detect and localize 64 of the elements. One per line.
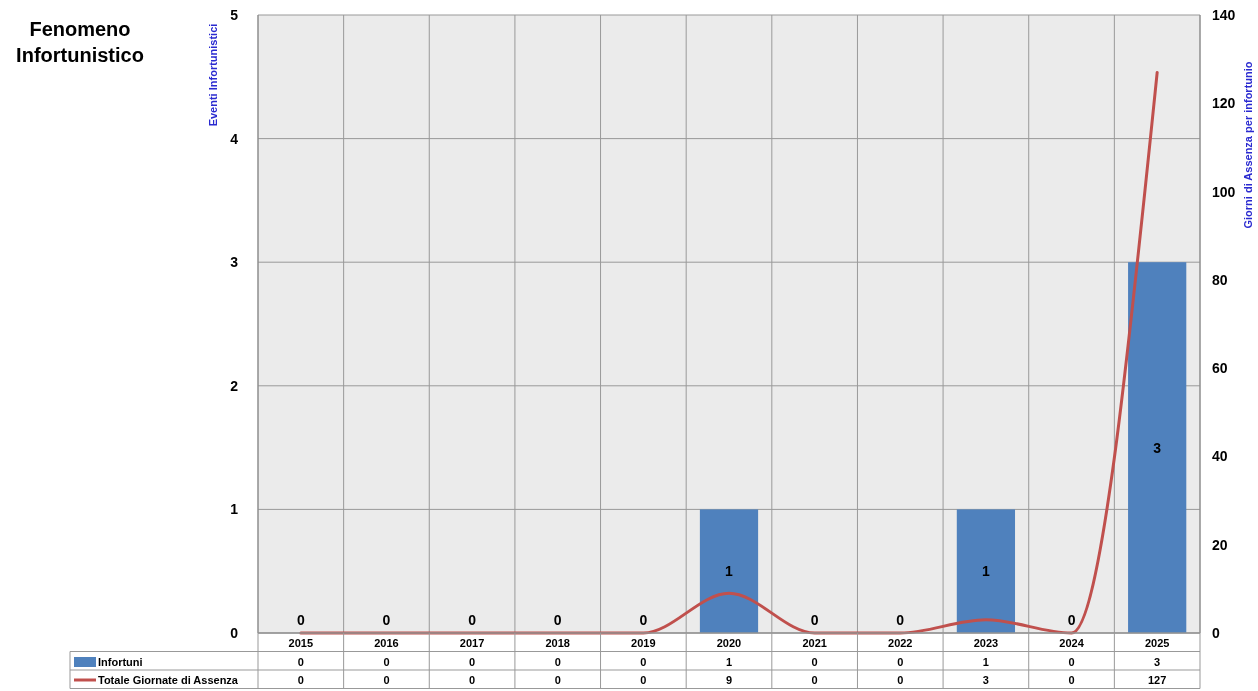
data-label: 0 [469,656,476,668]
annotation: 3 [1153,439,1162,456]
data-label: 3 [982,674,989,686]
annotation: 0 [810,612,819,628]
legend-label: Totale Giornate di Assenza [98,674,239,686]
x-tick-label: 2018 [545,637,570,649]
annotation: 0 [382,612,391,628]
y-tick-label: 4 [230,130,239,147]
data-label: 3 [1154,656,1161,668]
data-label: 1 [982,656,989,668]
y2-axis-title: Giorni di Assenza per infortunio [1242,61,1254,229]
annotation: 0 [896,612,905,628]
data-label: 0 [297,656,304,668]
data-label: 0 [383,674,390,686]
data-label: 0 [554,656,561,668]
y2-tick-label: 100 [1212,183,1236,200]
data-label: 0 [897,674,904,686]
x-tick-label: 2017 [459,637,485,649]
data-label: 0 [383,656,390,668]
y-tick-label: 1 [230,501,239,518]
y2-tick-label: 20 [1212,536,1228,553]
y-tick-label: 2 [230,377,239,394]
y2-tick-label: 40 [1212,448,1228,465]
data-label: 0 [640,656,647,668]
data-label: 0 [897,656,904,668]
annotation: 0 [296,612,305,628]
data-label: 0 [811,656,818,668]
data-label: 0 [811,674,818,686]
annotation: 0 [468,612,477,628]
annotation: 1 [725,563,734,580]
y-axis-title: Eventi Infortunistici [207,23,219,127]
y-tick-label: 5 [230,7,239,23]
x-tick-label: 2019 [631,637,656,649]
data-label: 9 [725,674,733,686]
y2-tick-label: 60 [1212,360,1228,377]
y2-tick-label: 0 [1212,625,1220,641]
y-tick-label: 3 [230,254,239,271]
legend-label: Infortuni [98,656,143,668]
x-tick-label: 2022 [888,637,913,649]
y2-tick-label: 80 [1212,271,1228,288]
data-label: 1 [725,656,733,668]
annotation: 1 [982,563,991,580]
x-tick-label: 2021 [802,637,827,649]
data-label: 0 [469,674,476,686]
annotation: 0 [1067,612,1076,628]
data-label: 0 [1068,674,1075,686]
x-tick-label: 2016 [374,637,399,649]
y2-tick-label: 120 [1212,95,1236,112]
annotation: 0 [639,612,648,628]
data-label: 0 [640,674,647,686]
x-tick-label: 2020 [716,637,742,649]
line-series [299,70,1159,635]
x-tick-label: 2024 [1059,637,1085,649]
y-tick-label: 0 [230,625,239,641]
x-tick-label: 2023 [973,637,999,649]
x-tick-label: 2025 [1144,637,1170,649]
y2-tick-label: 140 [1212,7,1236,23]
data-label: 0 [1068,656,1075,668]
annotation: 0 [553,612,562,628]
data-label: 127 [1148,674,1167,686]
data-label: 0 [554,674,561,686]
data-label: 0 [297,674,304,686]
text: Fenomeno Infortunistico [16,18,144,66]
x-tick-label: 2015 [288,637,314,649]
